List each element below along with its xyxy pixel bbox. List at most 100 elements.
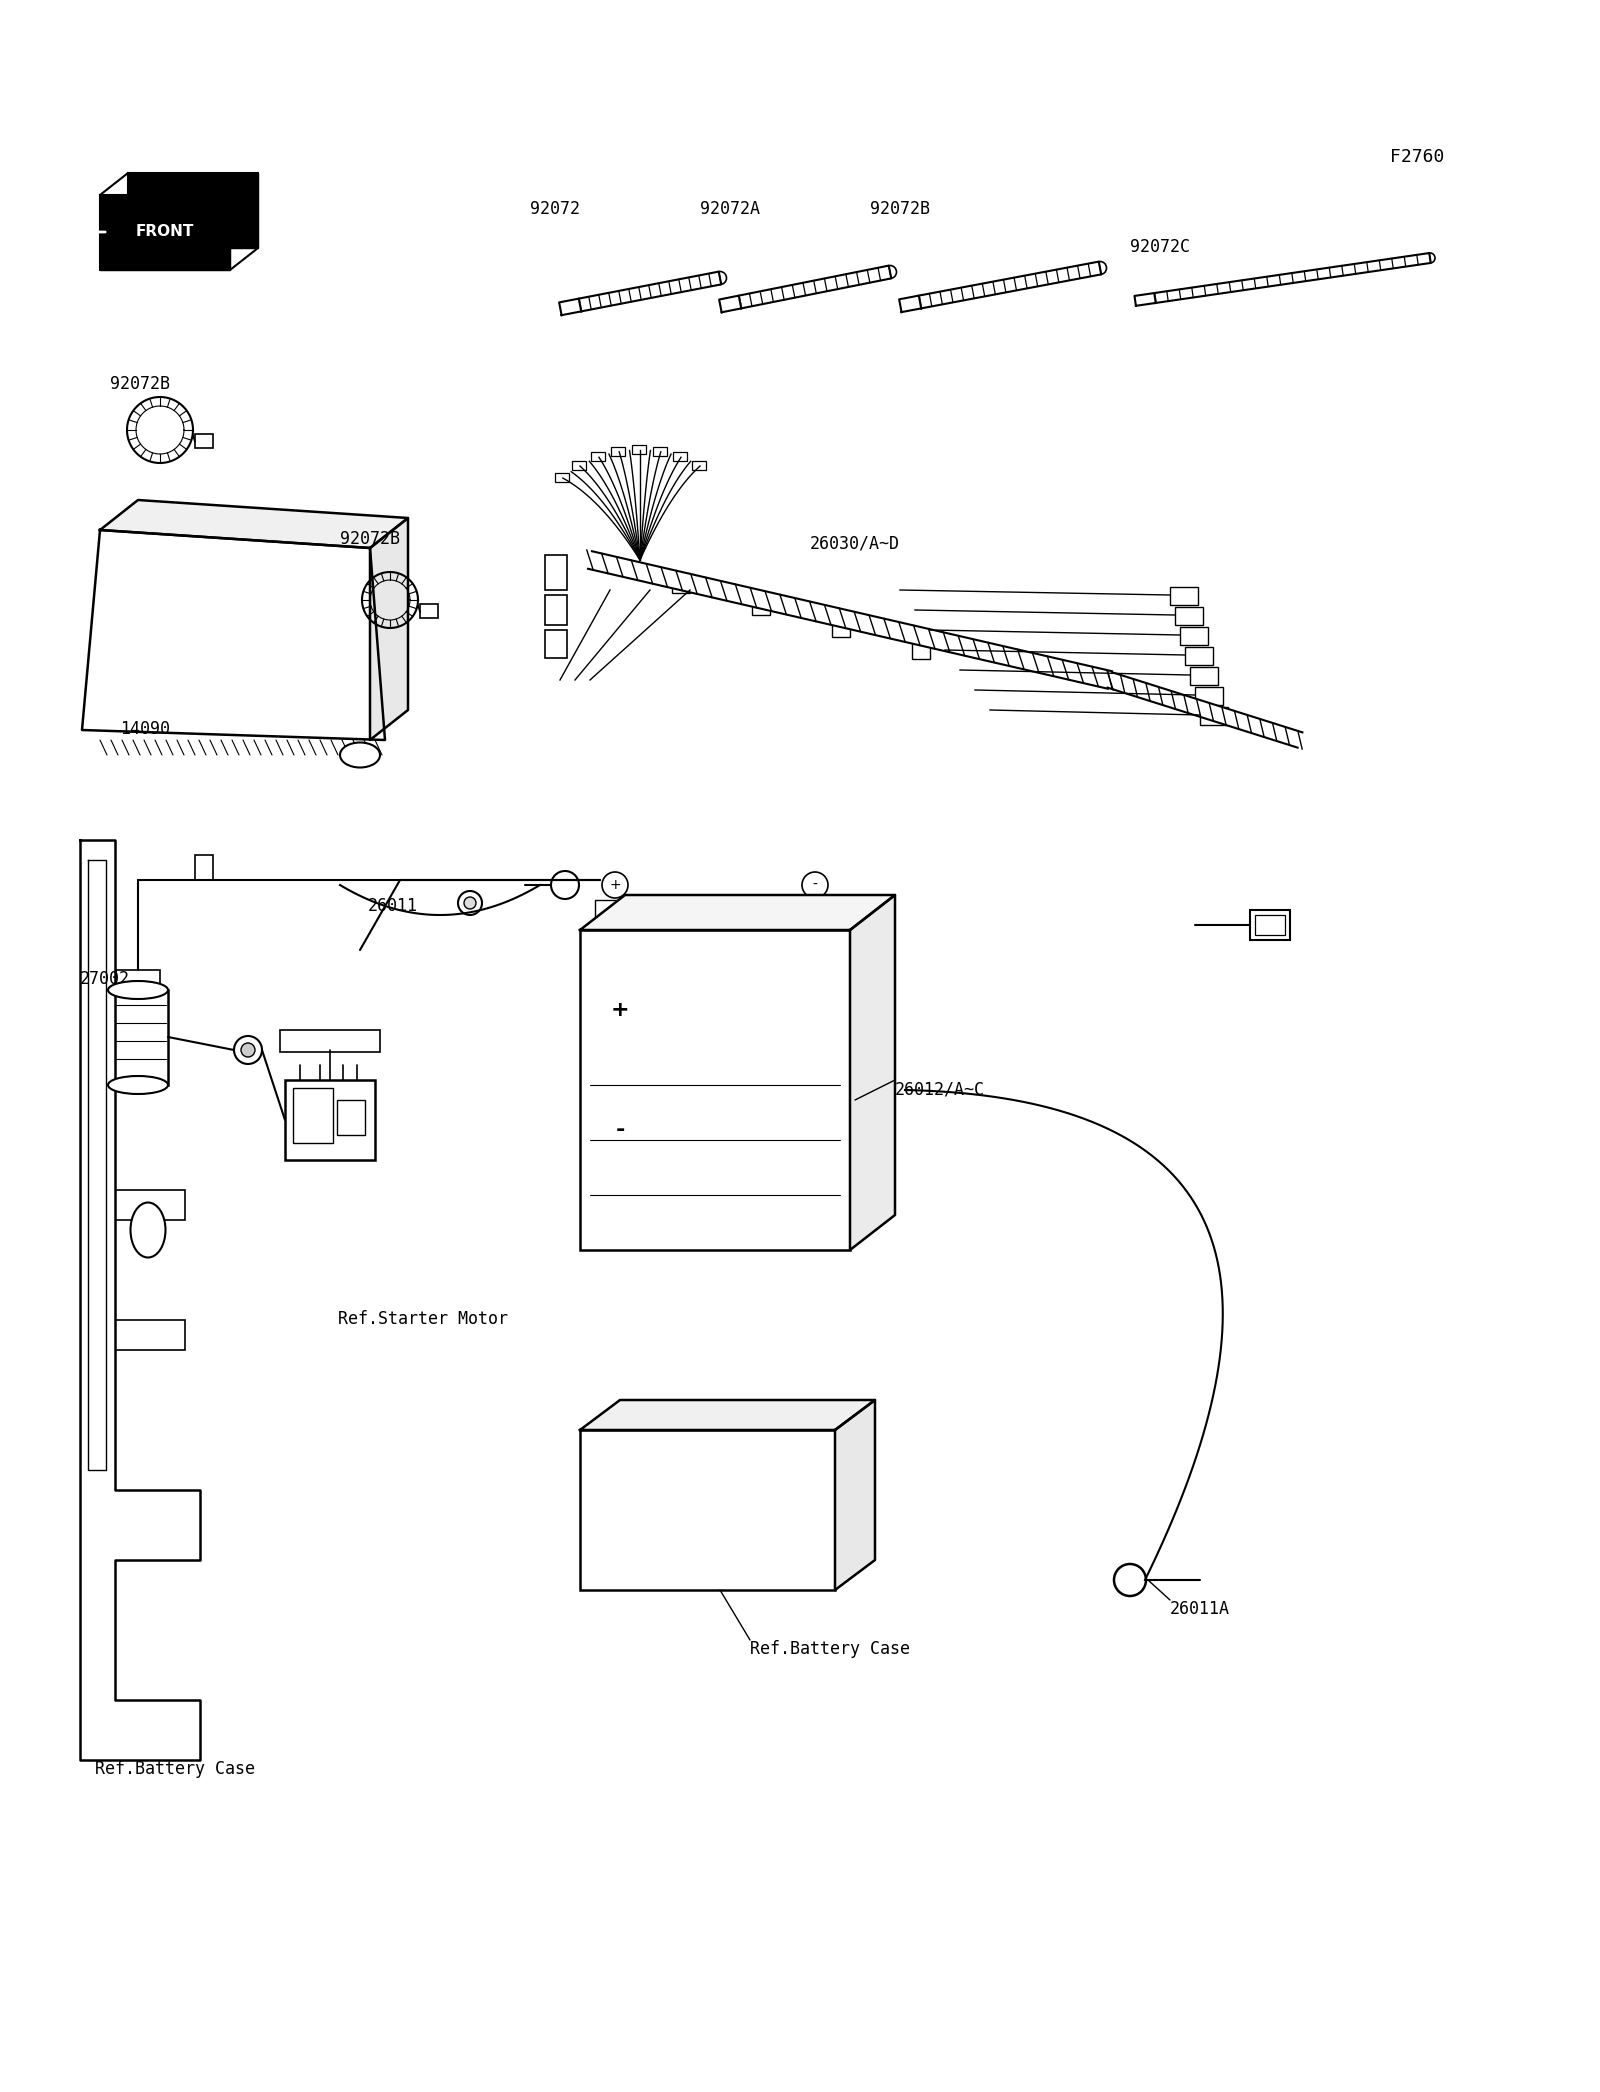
Bar [1195, 686, 1222, 705]
Text: +: + [610, 879, 621, 891]
Circle shape [714, 272, 726, 285]
Circle shape [602, 872, 627, 897]
Circle shape [883, 266, 896, 278]
Text: F2760: F2760 [1390, 149, 1445, 165]
Polygon shape [1154, 253, 1430, 303]
Bar [787, 900, 822, 923]
Polygon shape [88, 860, 106, 1471]
Bar [590, 452, 605, 460]
Bar [573, 460, 586, 471]
Text: Ref.Battery Case: Ref.Battery Case [94, 1759, 254, 1778]
Polygon shape [918, 262, 1101, 308]
Bar [555, 473, 570, 481]
Ellipse shape [339, 743, 381, 768]
Bar [293, 1088, 333, 1142]
Polygon shape [899, 295, 922, 312]
Bar [109, 990, 168, 1086]
Polygon shape [718, 295, 741, 312]
Text: 92072B: 92072B [110, 374, 170, 393]
Polygon shape [579, 895, 894, 931]
Circle shape [242, 1044, 254, 1056]
Bar [691, 900, 726, 923]
Ellipse shape [131, 1203, 165, 1257]
Bar [632, 446, 646, 454]
Bar [115, 1320, 186, 1349]
Circle shape [194, 705, 206, 715]
Circle shape [1426, 253, 1435, 264]
Polygon shape [850, 895, 894, 1251]
Text: -: - [813, 879, 818, 891]
Bar [546, 554, 566, 590]
Bar [1170, 588, 1198, 605]
Circle shape [802, 872, 829, 897]
Bar [611, 448, 626, 456]
Bar [1254, 914, 1285, 935]
Bar [419, 605, 438, 617]
Bar [832, 617, 850, 636]
Text: 92072: 92072 [530, 201, 579, 218]
Polygon shape [587, 550, 1112, 688]
Bar [546, 630, 566, 659]
Polygon shape [1107, 672, 1302, 747]
Text: 92072A: 92072A [701, 201, 760, 218]
Circle shape [1093, 262, 1107, 274]
Circle shape [1114, 1565, 1146, 1596]
Text: 26011: 26011 [368, 897, 418, 914]
Polygon shape [99, 500, 408, 548]
Polygon shape [128, 174, 258, 249]
Circle shape [550, 870, 579, 900]
Text: 26030/A~D: 26030/A~D [810, 536, 899, 552]
Polygon shape [80, 841, 200, 1759]
Polygon shape [835, 1400, 875, 1590]
Bar [752, 594, 770, 615]
Polygon shape [370, 519, 408, 741]
Polygon shape [558, 299, 581, 316]
Text: 26012/A~C: 26012/A~C [894, 1079, 986, 1098]
Bar [195, 856, 213, 881]
Bar [195, 433, 213, 448]
Ellipse shape [109, 981, 168, 1000]
Text: -: - [616, 1119, 624, 1140]
Bar [1190, 667, 1218, 684]
Bar [674, 452, 686, 460]
Text: 26011A: 26011A [1170, 1600, 1230, 1617]
Bar [1200, 707, 1229, 726]
Bar [672, 573, 690, 592]
Bar [546, 594, 566, 626]
Bar [115, 1190, 186, 1220]
Polygon shape [1134, 293, 1155, 305]
Circle shape [211, 661, 229, 678]
Bar [115, 971, 160, 992]
Bar [579, 1431, 835, 1590]
Bar [1186, 646, 1213, 665]
Polygon shape [579, 1400, 875, 1431]
Circle shape [458, 891, 482, 914]
Bar [1181, 628, 1208, 644]
Bar [579, 931, 850, 1251]
Circle shape [234, 1036, 262, 1065]
Bar [912, 638, 930, 659]
Polygon shape [82, 529, 386, 741]
Text: 27002: 27002 [80, 971, 130, 987]
Text: +: + [611, 1000, 629, 1021]
Text: 92072B: 92072B [870, 201, 930, 218]
Circle shape [208, 609, 232, 632]
Circle shape [464, 897, 477, 910]
Text: 92072C: 92072C [1130, 238, 1190, 255]
Bar [1174, 607, 1203, 626]
Text: 14090: 14090 [120, 720, 170, 738]
Polygon shape [579, 272, 722, 312]
Bar [653, 448, 667, 456]
Text: FRONT: FRONT [136, 224, 194, 238]
Bar [280, 1029, 381, 1052]
Bar [739, 900, 774, 923]
Bar [691, 460, 706, 471]
Bar [285, 1079, 374, 1159]
Text: Ref.Battery Case: Ref.Battery Case [750, 1640, 910, 1659]
Polygon shape [739, 266, 891, 308]
Polygon shape [99, 195, 230, 270]
Bar [595, 900, 630, 923]
Text: Ref.Starter Motor: Ref.Starter Motor [338, 1310, 509, 1328]
Bar [643, 900, 678, 923]
Bar [338, 1100, 365, 1136]
